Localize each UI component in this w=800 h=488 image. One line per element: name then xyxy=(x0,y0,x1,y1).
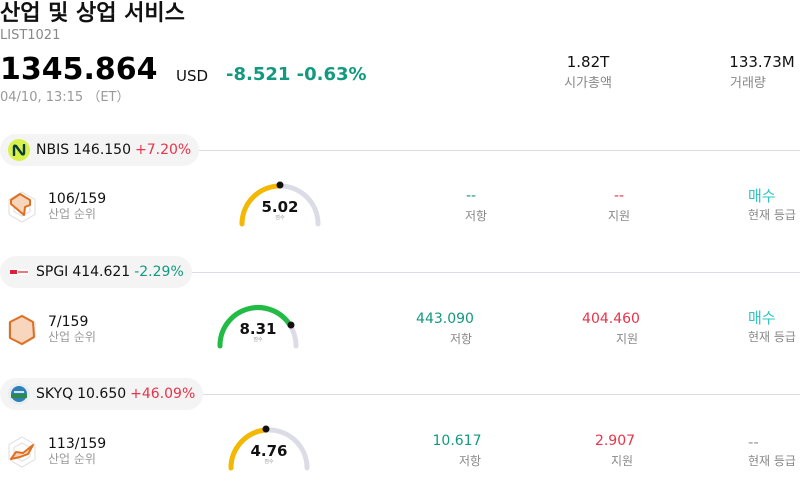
stock-pill-skyq[interactable]: SKYQ 10.650 +46.09% xyxy=(0,378,204,410)
stock-symbol: NBIS xyxy=(36,142,70,158)
skyq-logo-icon xyxy=(8,383,30,405)
score-label: 점수 xyxy=(253,337,263,343)
stock-price: 10.650 xyxy=(77,386,127,402)
section-divider xyxy=(196,150,800,151)
stock-detail-row: 7/159 산업 순위 xyxy=(0,313,800,373)
volume-value: 133.73M xyxy=(729,53,795,71)
resistance-value: 443.090 xyxy=(416,311,474,327)
industry-rank-value: 7/159 xyxy=(48,314,89,330)
score-value: 8.31 xyxy=(239,320,277,338)
nbis-logo-icon xyxy=(8,139,30,161)
market-cap-label: 시가총액 xyxy=(564,76,612,91)
industry-rank-value: 106/159 xyxy=(48,191,107,207)
stock-change: +46.09% xyxy=(130,386,196,402)
support-metric: 2.907 지원 xyxy=(570,432,660,470)
volume-stat: 133.73M 거래량 xyxy=(722,52,800,94)
stock-symbol: SKYQ xyxy=(36,386,74,402)
industry-rank-value: 113/159 xyxy=(48,436,107,452)
radar-chart-icon xyxy=(6,190,38,224)
support-value: 404.460 xyxy=(582,311,640,327)
grade-value: -- xyxy=(748,433,759,451)
score-gauge: 8.31 점수 xyxy=(213,302,303,350)
stock-change: -2.29% xyxy=(134,264,184,280)
radar-chart-icon xyxy=(6,435,38,469)
grade-label: 현재 등급 xyxy=(748,330,796,344)
currency-label: USD xyxy=(176,67,209,85)
support-metric: -- 지원 xyxy=(574,187,664,225)
industry-rank-label: 산업 순위 xyxy=(48,207,96,221)
score-label: 점수 xyxy=(275,215,285,221)
industry-rank-label: 산업 순위 xyxy=(48,330,96,344)
industry-rank-label: 산업 순위 xyxy=(48,452,96,466)
section-divider xyxy=(190,272,800,273)
score-gauge: 5.02 점수 xyxy=(235,180,325,228)
volume-label: 거래량 xyxy=(730,76,766,91)
stock-pill-nbis[interactable]: NBIS 146.150 +7.20% xyxy=(0,134,200,166)
resistance-metric: 10.617 저항 xyxy=(412,432,502,470)
grade-label: 현재 등급 xyxy=(748,208,796,222)
radar-chart-icon xyxy=(6,313,38,347)
support-label: 지원 xyxy=(615,332,639,346)
grade-value: 매수 xyxy=(748,187,776,205)
current-grade: -- 현재 등급 xyxy=(748,432,796,470)
index-price: 1345.864 xyxy=(0,52,158,87)
support-label: 지원 xyxy=(607,209,631,223)
index-code: LIST1021 xyxy=(0,28,61,43)
stock-detail-row: 113/159 산업 순위 xyxy=(0,435,800,488)
spgi-logo-icon xyxy=(8,261,30,283)
stock-symbol: SPGI xyxy=(36,264,69,280)
support-value: 2.907 xyxy=(594,433,636,449)
grade-label: 현재 등급 xyxy=(748,454,796,468)
resistance-metric: -- 저항 xyxy=(426,187,516,225)
current-grade: 매수 현재 등급 xyxy=(748,186,796,224)
stock-detail-row: 106/159 산업 순위 xyxy=(0,190,800,250)
price-change: -8.521 -0.63% xyxy=(226,64,367,85)
current-grade: 매수 현재 등급 xyxy=(748,308,796,346)
timestamp: 04/10, 13:15 （ET） xyxy=(0,90,130,105)
stock-price: 146.150 xyxy=(73,142,131,158)
score-label: 점수 xyxy=(264,459,274,465)
score-value: 4.76 xyxy=(250,442,288,460)
support-label: 지원 xyxy=(610,454,634,468)
market-cap-value: 1.82T xyxy=(566,53,610,71)
market-cap-stat: 1.82T 시가총액 xyxy=(548,52,628,94)
stock-pill-spgi[interactable]: SPGI 414.621 -2.29% xyxy=(0,256,192,288)
stock-price: 414.621 xyxy=(72,264,131,280)
resistance-label: 저항 xyxy=(458,454,482,468)
score-gauge: 4.76 점수 xyxy=(224,424,314,472)
section-divider xyxy=(202,394,800,395)
resistance-label: 저항 xyxy=(464,209,488,223)
resistance-label: 저항 xyxy=(449,332,473,346)
support-value: -- xyxy=(613,188,625,204)
resistance-metric: 443.090 저항 xyxy=(400,310,490,348)
resistance-value: -- xyxy=(465,188,477,204)
resistance-value: 10.617 xyxy=(432,433,482,449)
score-value: 5.02 xyxy=(261,198,299,216)
stock-change: +7.20% xyxy=(135,142,192,158)
page-title: 산업 및 상업 서비스 xyxy=(0,1,185,26)
grade-value: 매수 xyxy=(748,309,776,327)
support-metric: 404.460 지원 xyxy=(566,310,656,348)
